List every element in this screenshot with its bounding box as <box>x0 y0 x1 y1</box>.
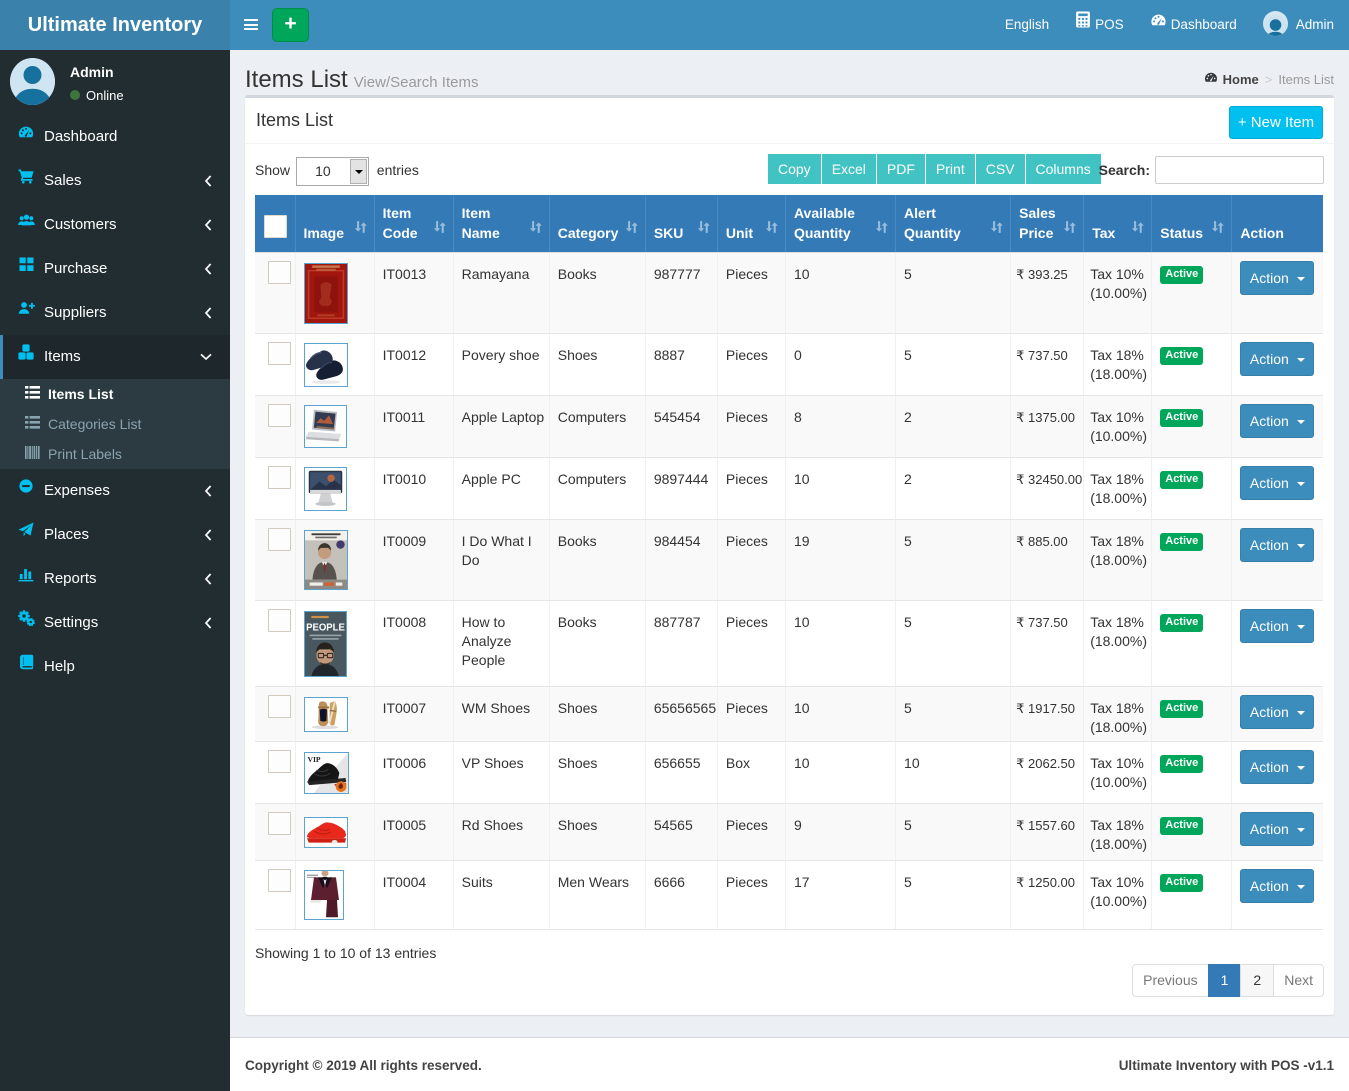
svg-text:VIP: VIP <box>307 755 320 764</box>
svg-text:PEOPLE: PEOPLE <box>306 622 345 633</box>
